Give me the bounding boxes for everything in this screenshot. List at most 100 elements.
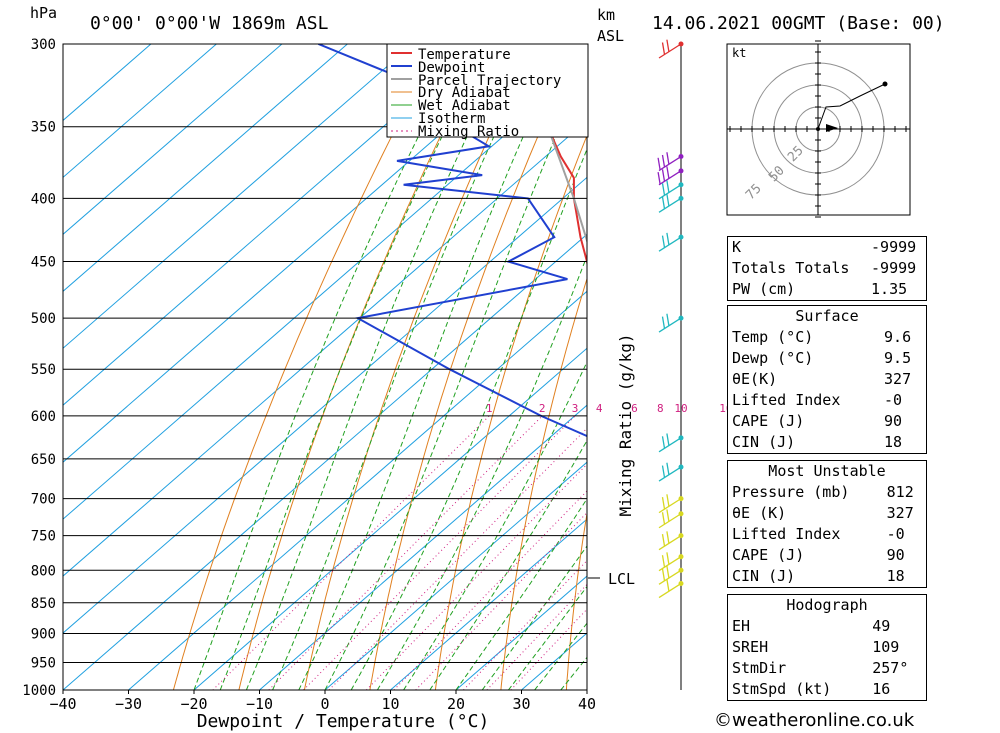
mixing-ratio-line xyxy=(328,427,587,690)
surface-title: Surface xyxy=(795,307,859,325)
isotherm-line xyxy=(63,44,414,349)
isotherm-line xyxy=(63,233,587,690)
wind-barb-icon xyxy=(658,466,682,482)
isotherm-line xyxy=(63,44,545,463)
legend-dry-adiabat: Dry Adiabat xyxy=(418,85,511,101)
pressure-tick-label: 350 xyxy=(31,120,56,136)
pressure-tick-label: 800 xyxy=(31,563,56,579)
wet-adiabat-line xyxy=(403,360,587,690)
table-row: Temp (°C) 9.6 xyxy=(728,327,927,348)
wind-barb-flag-icon xyxy=(666,552,670,565)
hodo-label: StmDir xyxy=(732,659,787,677)
mu-label: Pressure (mb) xyxy=(732,483,850,501)
wet-adiabat-line xyxy=(219,44,489,690)
copyright-link[interactable]: ©weatheronline.co.uk xyxy=(714,710,915,731)
indices-label: K xyxy=(732,238,742,256)
mu-label: Lifted Index xyxy=(732,525,841,543)
pressure-tick-label: 750 xyxy=(31,529,56,545)
table-row: Totals Totals -9999 xyxy=(728,258,927,279)
pressure-tick-label: 400 xyxy=(31,191,56,207)
dry-adiabat-line xyxy=(565,510,587,690)
pressure-tick-label: 900 xyxy=(31,626,56,642)
hodograph-table: Hodograph EH 49 SREH 109 StmDir 257° StmSpd… xyxy=(727,594,927,701)
x-tick-label: −30 xyxy=(115,695,142,713)
table-row: StmDir 257° xyxy=(728,658,927,679)
legend-isotherm: Isotherm xyxy=(418,111,485,127)
table-row: θE (K) 327 xyxy=(728,503,927,524)
mu-label: θE (K) xyxy=(732,504,787,522)
hodo-label: EH xyxy=(732,617,751,635)
surface-value: 9.6 xyxy=(884,328,912,346)
mu-value: 18 xyxy=(886,567,905,585)
x-tick-label: 20 xyxy=(447,695,465,713)
surface-label: Lifted Index xyxy=(732,391,841,409)
isotherm-line xyxy=(63,44,348,292)
mixing-ratio-line xyxy=(212,415,490,690)
most-unstable-table: Most Unstable Pressure (mb) 812 θE (K) 327… xyxy=(727,460,927,588)
table-row: Hodograph xyxy=(728,595,927,617)
hodo-value: 257° xyxy=(872,659,909,677)
pressure-tick-label: 450 xyxy=(31,255,56,271)
wind-barb-icon xyxy=(658,155,682,172)
table-row: EH 49 xyxy=(728,616,927,637)
wind-barb-flag-icon xyxy=(661,169,666,182)
surface-label: CIN (J) xyxy=(732,433,796,451)
table-row: Dewp (°C) 9.5 xyxy=(728,348,927,369)
table-row: CAPE (J) 90 xyxy=(728,545,927,566)
table-row: Surface xyxy=(728,306,927,328)
table-row: Most Unstable xyxy=(728,461,927,483)
wind-barb-flag-icon xyxy=(666,494,670,507)
indices-label: Totals Totals xyxy=(732,259,850,277)
wind-barb-icon xyxy=(658,170,682,186)
wind-barb-flag-icon xyxy=(661,568,666,581)
pressure-tick-label: 550 xyxy=(31,362,56,378)
table-row: Pressure (mb) 812 xyxy=(728,482,927,503)
wind-barb-flag-icon xyxy=(666,433,670,446)
isotherm-line xyxy=(63,62,587,520)
indices-value: -9999 xyxy=(871,259,917,277)
temperature-series xyxy=(533,44,587,268)
pressure-tick-label: 700 xyxy=(31,492,56,508)
surface-table: Surface Temp (°C) 9.6 Dewp (°C) 9.5 θE(K) 3… xyxy=(727,305,927,454)
table-row: PW (cm) 1.35 xyxy=(728,279,927,301)
hodo-value: 109 xyxy=(872,638,900,656)
pressure-tick-label: 1000 xyxy=(22,683,56,699)
x-tick-label: 10 xyxy=(381,695,399,713)
wind-barb-flag-icon xyxy=(661,436,666,449)
hodo-label: StmSpd (kt) xyxy=(732,680,832,698)
wind-barb-icon xyxy=(658,556,682,572)
storm-motion-arrow-icon xyxy=(826,124,838,132)
datetime-title: 14.06.2021 00GMT (Base: 00) xyxy=(652,13,945,34)
wet-adiabat-line xyxy=(350,147,587,690)
table-row: K -9999 xyxy=(728,237,927,259)
x-tick-label: 0 xyxy=(320,695,329,713)
mixing-ratio-axis-title: Mixing Ratio (g/kg) xyxy=(616,333,635,516)
lcl-label: LCL xyxy=(608,570,635,588)
dry-adiabat-line xyxy=(369,44,579,690)
height-unit-asl: ASL xyxy=(597,27,624,45)
pressure-tick-label: 950 xyxy=(31,655,56,671)
wind-barb-flag-icon xyxy=(666,509,670,522)
isotherm-line xyxy=(455,575,587,690)
x-tick-label: −10 xyxy=(246,695,273,713)
dry-adiabat-line xyxy=(238,44,487,690)
table-row: θE(K) 327 xyxy=(728,369,927,390)
hodo-label: SREH xyxy=(732,638,769,656)
x-axis-title: Dewpoint / Temperature (°C) xyxy=(197,711,490,732)
wind-barb-icon xyxy=(658,582,682,599)
axis-layer: 1234681016202530035040045050055060065070… xyxy=(22,37,777,713)
legend-wet-adiabat: Wet Adiabat xyxy=(418,98,511,114)
height-unit-km: km xyxy=(597,6,615,24)
x-tick-label: 40 xyxy=(578,695,596,713)
isotherm-line xyxy=(63,44,283,236)
wind-barb-flag-icon xyxy=(661,512,666,525)
wind-barb-flag-icon xyxy=(666,462,670,475)
wet-adiabat-line xyxy=(324,63,587,690)
mixing-ratio-label: 4 xyxy=(596,402,603,415)
dewpoint-series xyxy=(318,44,587,438)
pressure-tick-label: 500 xyxy=(31,311,56,327)
mixing-ratio-line xyxy=(303,415,576,690)
wind-barb-flag-icon xyxy=(661,465,666,478)
table-row: CIN (J) 18 xyxy=(728,432,927,454)
